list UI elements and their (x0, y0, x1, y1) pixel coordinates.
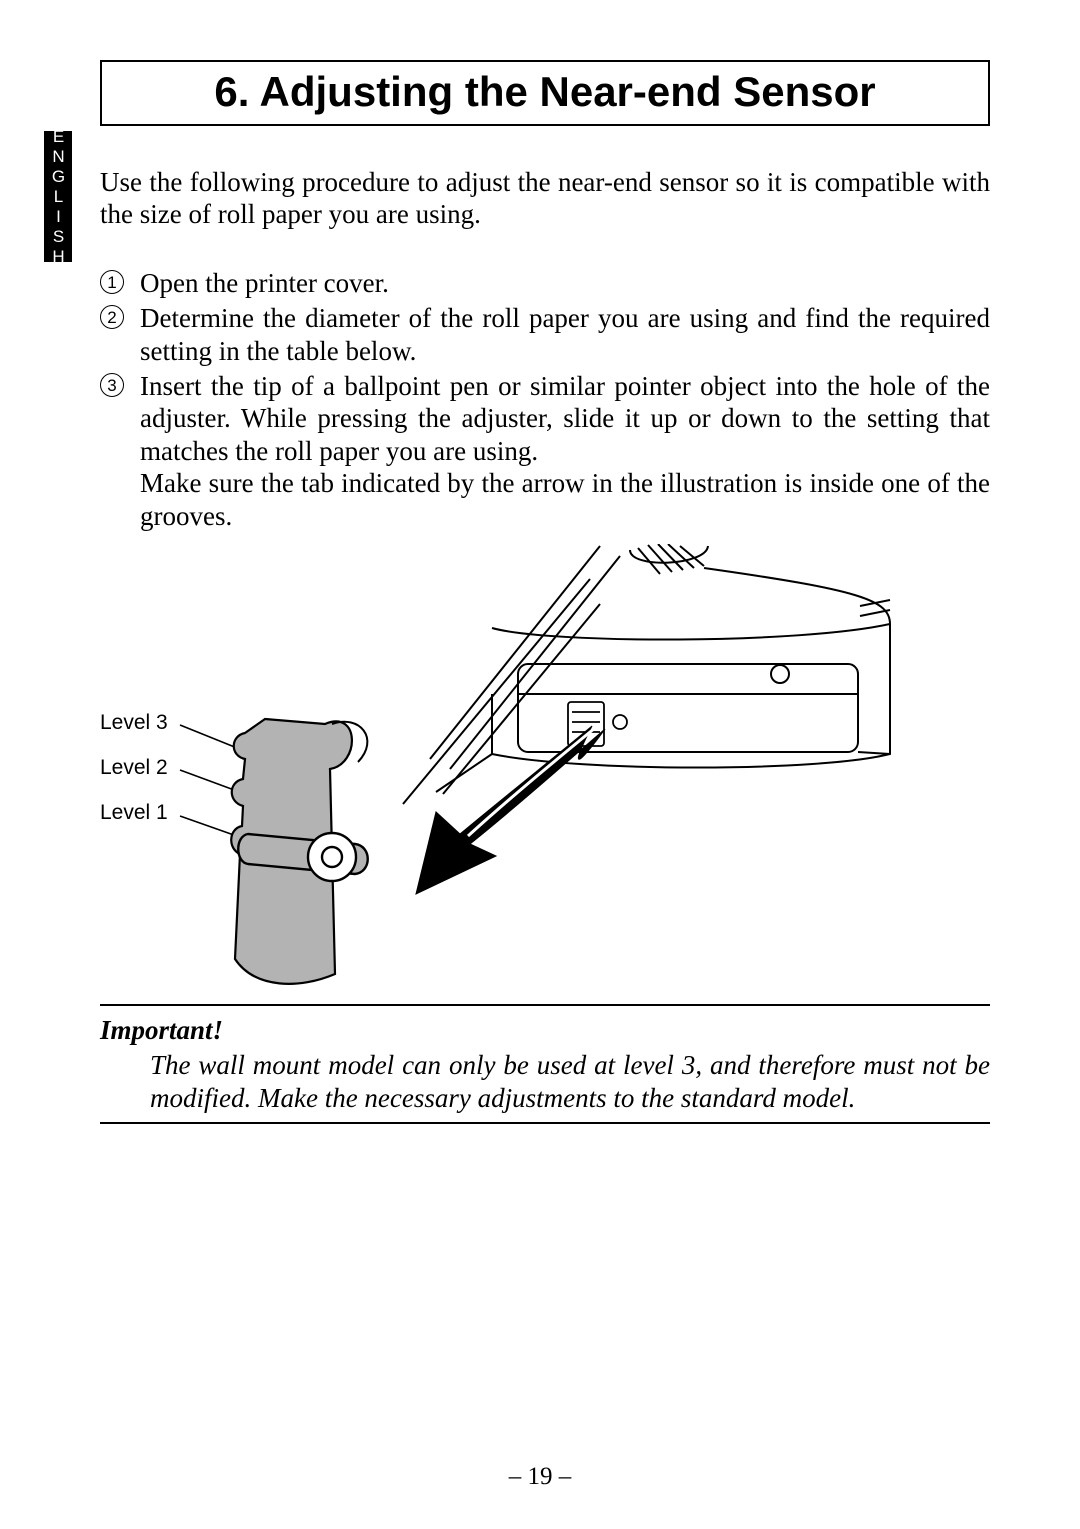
intro-paragraph: Use the following procedure to adjust th… (100, 166, 990, 231)
step-text: Insert the tip of a ballpoint pen or sim… (140, 371, 990, 466)
step-number: 1 (100, 270, 124, 294)
sensor-illustration (100, 544, 980, 1004)
section-title-box: 6. Adjusting the Near-end Sensor (100, 60, 990, 126)
step-extra-text: Make sure the tab indicated by the arrow… (140, 467, 990, 532)
body-content: Use the following procedure to adjust th… (100, 166, 990, 1124)
language-tab: ENGLISH (44, 131, 72, 262)
important-heading: Important! (100, 1014, 990, 1046)
language-label: ENGLISH (48, 127, 68, 267)
important-body: The wall mount model can only be used at… (150, 1049, 990, 1114)
figure-area: Level 3 Level 2 Level 1 (100, 544, 990, 1004)
step-item: 2 Determine the diameter of the roll pap… (100, 302, 990, 367)
step-text: Open the printer cover. (140, 268, 389, 298)
step-number: 3 (100, 373, 124, 397)
manual-page: ENGLISH 6. Adjusting the Near-end Sensor… (0, 0, 1080, 1529)
page-number: – 19 – (0, 1463, 1080, 1491)
step-item: 3 Insert the tip of a ballpoint pen or s… (100, 370, 990, 532)
section-title: 6. Adjusting the Near-end Sensor (214, 68, 875, 115)
step-text: Determine the diameter of the roll paper… (140, 303, 990, 365)
divider-rule (100, 1122, 990, 1124)
step-list: 1 Open the printer cover. 2 Determine th… (100, 267, 990, 532)
step-item: 1 Open the printer cover. (100, 267, 990, 299)
divider-rule (100, 1004, 990, 1006)
step-number: 2 (100, 305, 124, 329)
